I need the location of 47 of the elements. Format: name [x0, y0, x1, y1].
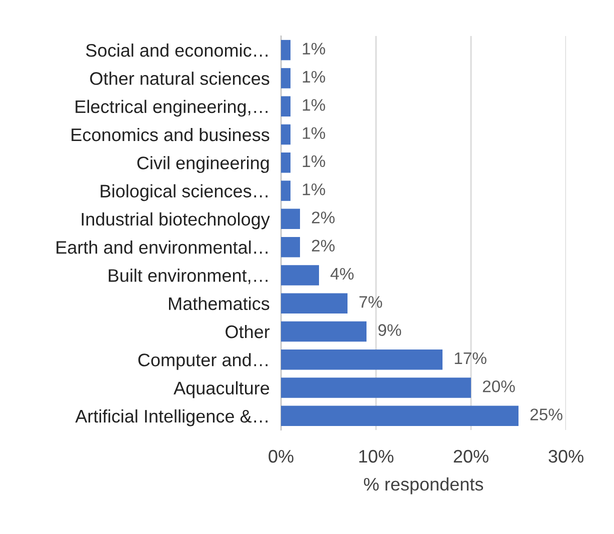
bar: [281, 180, 290, 201]
x-tick-label: 20%: [454, 450, 488, 463]
x-tick-label: 30%: [548, 450, 584, 463]
bar: [281, 40, 290, 60]
data-label: 17%: [454, 352, 486, 364]
y-tick-label: Artificial Intelligence &…: [75, 409, 268, 426]
y-tick-label: Economics and business: [72, 128, 270, 142]
y-tick-label: Aquaculture: [174, 381, 270, 398]
bar: [281, 236, 300, 258]
bar: [281, 321, 366, 342]
data-label: 2%: [312, 212, 335, 224]
bar: [281, 265, 319, 286]
data-label: 2%: [312, 240, 335, 252]
bar: [281, 406, 518, 426]
x-tick-label: 0%: [268, 450, 294, 463]
bar: [281, 96, 290, 116]
y-tick-label: Other: [226, 324, 270, 338]
bar: [281, 68, 290, 88]
data-label: 1%: [302, 155, 326, 168]
bar: [281, 208, 300, 230]
x-axis-title: % respondents: [364, 477, 484, 494]
y-tick-label: Civil engineering: [137, 156, 269, 173]
data-label: 1%: [302, 70, 326, 83]
bar: [281, 152, 290, 173]
x-tick-label: 10%: [359, 450, 394, 463]
bar: [281, 124, 290, 145]
y-tick-label: Biological sciences…: [100, 184, 268, 202]
bar: [281, 293, 348, 314]
data-label: 7%: [359, 296, 382, 308]
y-tick-label: Earth and environmental…: [56, 240, 268, 254]
y-tick-label: Built environment,…: [108, 268, 268, 284]
data-label: 1%: [302, 42, 326, 54]
data-label: 25%: [530, 408, 562, 420]
data-label: 20%: [482, 380, 515, 392]
y-tick-label: Electrical engineering,…: [76, 100, 268, 117]
bar: [281, 350, 442, 370]
data-label: 9%: [378, 324, 402, 336]
data-label: 1%: [302, 184, 326, 196]
y-tick-label: Mathematics: [169, 296, 270, 310]
data-label: 1%: [302, 99, 326, 111]
data-label: 4%: [330, 268, 354, 280]
y-tick-label: Computer and…: [138, 353, 268, 370]
y-tick-label: Industrial biotechnology: [82, 212, 270, 230]
y-tick-label: Other natural sciences: [90, 72, 270, 85]
y-tick-label: Social and economic…: [86, 44, 268, 57]
bar: [281, 378, 471, 398]
data-label: 1%: [302, 127, 326, 139]
